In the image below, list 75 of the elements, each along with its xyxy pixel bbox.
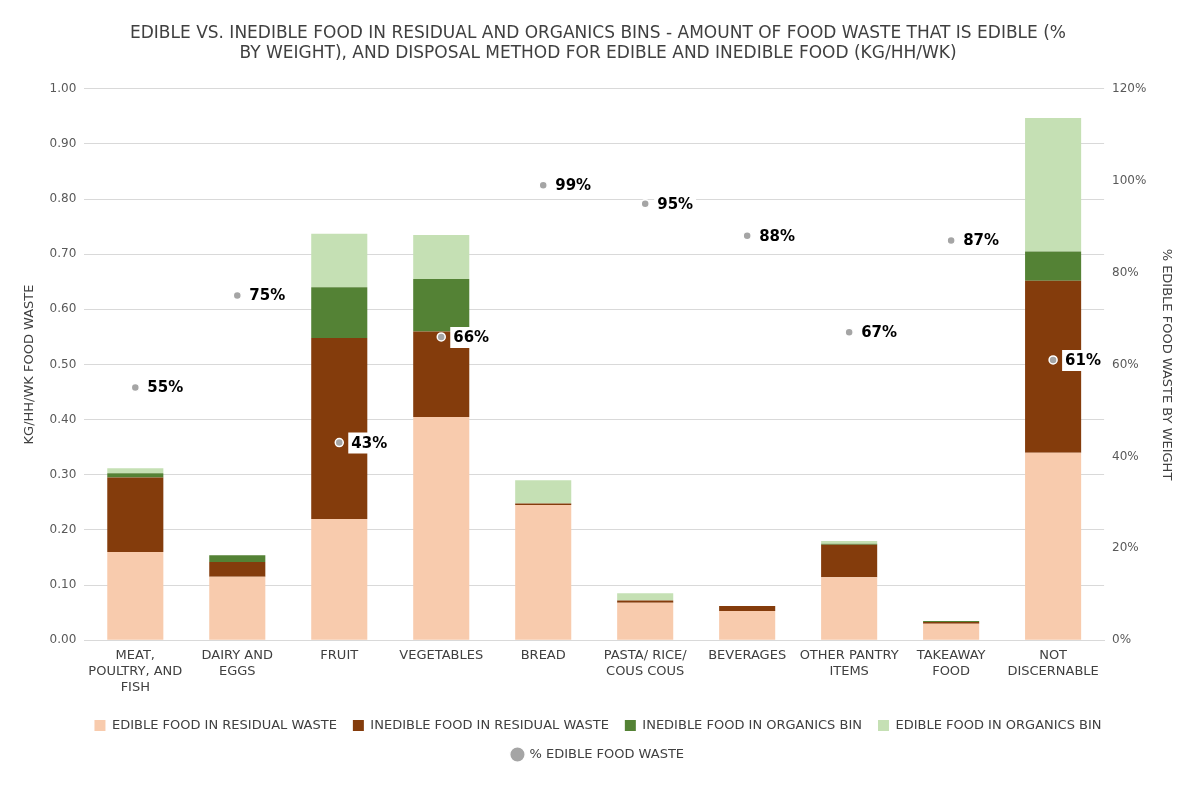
data-label: 66%: [453, 327, 490, 346]
bar: [209, 561, 266, 577]
bar: [413, 416, 470, 640]
bar: [311, 287, 368, 339]
y2-tick-label: 0%: [1112, 632, 1132, 647]
bar: [617, 600, 674, 603]
y2-tick-label: 60%: [1112, 356, 1139, 371]
bar: [515, 480, 572, 504]
bar: [515, 505, 572, 640]
legend-label: EDIBLE FOOD IN ORGANICS BIN: [895, 716, 1102, 732]
bar: [617, 602, 674, 640]
data-label: 43%: [351, 433, 388, 452]
y2-tick-label: 20%: [1112, 540, 1139, 555]
bar: [1025, 452, 1082, 640]
y2-axis-title: % EDIBLE FOOD WASTE BY WEIGHT: [1159, 248, 1175, 481]
data-label: 67%: [861, 323, 898, 342]
y-tick-label: 0.60: [49, 301, 77, 316]
y-tick-label: 0.20: [49, 522, 77, 537]
legend-label: INEDIBLE FOOD IN ORGANICS BIN: [642, 716, 862, 732]
y-tick-label: 0.50: [49, 356, 77, 371]
x-tick-label: TAKEAWAY FOOD: [915, 647, 986, 678]
data-label: 88%: [759, 226, 796, 245]
bar: [617, 593, 674, 601]
y-tick-label: 1.00: [49, 80, 77, 95]
x-tick-label: BREAD: [520, 647, 566, 663]
y-tick-label: 0.00: [49, 632, 77, 647]
data-label: 95%: [657, 194, 694, 213]
legend-label: % EDIBLE FOOD WASTE: [529, 745, 685, 761]
bar: [311, 518, 368, 640]
data-label: 55%: [147, 378, 184, 397]
bar: [107, 477, 164, 552]
legend-label: EDIBLE FOOD IN RESIDUAL WASTE: [111, 716, 337, 732]
bar: [413, 279, 470, 332]
point: [1048, 355, 1058, 365]
x-tick-label: BEVERAGES: [708, 647, 787, 663]
point: [334, 437, 345, 448]
bar: [311, 233, 368, 288]
bar: [209, 555, 266, 562]
x-tick-label: DAIRY AND EGGS: [201, 647, 273, 678]
y2-tick-label: 80%: [1112, 264, 1139, 279]
y-tick-label: 0.40: [49, 411, 77, 426]
x-tick-label: VEGETABLES: [399, 647, 484, 663]
x-tick-label: FRUIT: [320, 647, 359, 663]
y-tick-label: 0.70: [49, 246, 77, 261]
y2-tick-label: 40%: [1112, 448, 1139, 463]
x-tick-label: OTHER PANTRY ITEMS: [799, 647, 899, 678]
y2-tick-label: 100%: [1112, 172, 1147, 187]
bar: [107, 551, 164, 640]
bar: [821, 544, 878, 578]
y-tick-label: 0.90: [49, 136, 77, 151]
bar: [413, 234, 470, 280]
data-label: 99%: [555, 176, 592, 195]
y-tick-label: 0.30: [49, 466, 77, 481]
bar: [719, 610, 776, 640]
bar: [209, 576, 266, 640]
y-tick-label: 0.80: [49, 191, 77, 206]
data-label: 61%: [1065, 350, 1102, 369]
bar: [1025, 118, 1082, 252]
y-axis-title: KG/HH/WK FOOD WASTE: [21, 284, 37, 445]
x-tick-label: MEAT, POULTRY, AND FISH: [88, 647, 183, 694]
bar: [107, 473, 164, 478]
bar: [719, 606, 776, 611]
bar: [923, 623, 980, 640]
data-label: 75%: [249, 286, 286, 305]
x-tick-label: PASTA/ RICE/ COUS COUS: [603, 647, 688, 678]
y2-tick-label: 120%: [1112, 80, 1147, 95]
x-tick-label: NOT DISCERNABLE: [1007, 647, 1099, 678]
point: [436, 332, 446, 342]
bar: [821, 577, 878, 640]
y-tick-label: 0.10: [49, 577, 77, 592]
chart-title: EDIBLE VS. INEDIBLE FOOD IN RESIDUAL AND ORGANICS BINS - AMOUNT OF FOOD WASTE THAT IS EDIBLE (% BY WEIGHT), AND DISPOSAL METHOD FOR EDIBLE AND INEDIBLE FOOD (KG/HH/WK): [130, 21, 1066, 63]
data-label: 87%: [963, 231, 1000, 250]
legend-label: INEDIBLE FOOD IN RESIDUAL WASTE: [370, 716, 609, 732]
bar: [1025, 251, 1082, 281]
bar: [107, 468, 164, 474]
